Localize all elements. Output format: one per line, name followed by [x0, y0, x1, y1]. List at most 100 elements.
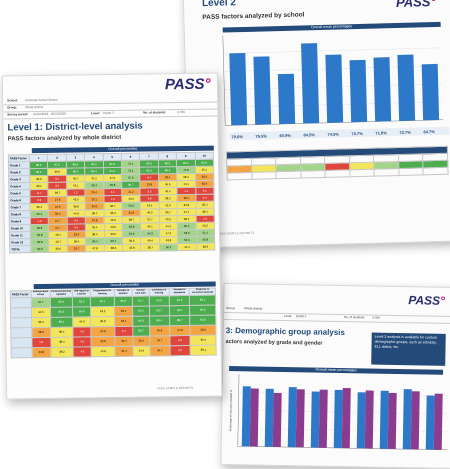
section-heading: 3: Demographic group analysis [225, 325, 345, 338]
bar [295, 389, 305, 448]
section-heading: Level 1: District-level analysis [7, 120, 143, 134]
row-label [11, 347, 33, 358]
bar [349, 59, 368, 123]
bar [287, 387, 297, 448]
table-cell: 33.4 [114, 316, 133, 327]
row-label [10, 307, 32, 318]
district-percentile-table: PASS Factor 1 2 3 4 5 6 7 8 9 10 Grade 1 85.2 87.6 8… [8, 152, 215, 254]
factor-percentile-table: PASS Factor Feelings about school Perceive… [10, 288, 217, 359]
table-row: TOTAL 50.2 35.6 29.7 47.8 38.2 42.8 38.7 56.4 44.… [9, 243, 215, 253]
bar [249, 388, 259, 447]
table-cell: 29.7 [67, 244, 86, 253]
bar [301, 43, 320, 124]
table-cell: 3.4 [114, 326, 133, 337]
bar [325, 54, 344, 123]
table-cell: 39.9 [31, 317, 51, 328]
table-cell: 84.1 [90, 296, 115, 307]
table-cell: 89.7 [132, 325, 150, 337]
table-cell: 8.4 [169, 345, 191, 356]
demographic-report-page: PASS° Group: Whole district Level: PASS-… [220, 282, 450, 469]
table-cell: 56.4 [159, 243, 178, 251]
table-cell: 38.4 [50, 337, 74, 348]
table-cell: 44.4 [177, 243, 197, 251]
table-cell: 38.6 [196, 243, 215, 251]
table-cell: 38.4 [50, 327, 74, 338]
pass-logo: PASS° [164, 75, 211, 94]
page-footer: PASS SAMPLE REPORTS [157, 385, 194, 391]
section-subheading: PASS factors analyzed by whole district [7, 134, 122, 143]
pass-logo: PASS° [395, 0, 436, 10]
table-cell: 29.8 [32, 347, 51, 358]
page-footer: PASS SAMPLE REPORTS [217, 230, 255, 236]
bar [402, 389, 412, 450]
bar [373, 57, 392, 122]
table-cell: 33.4 [132, 335, 150, 347]
table-cell: 98.4 [169, 305, 191, 316]
bar [387, 392, 397, 449]
page-title: Level 2 [201, 0, 237, 10]
table-cell: 23.8 [91, 336, 115, 347]
table-cell: 50.2 [30, 245, 50, 253]
pass-logo: PASS° [408, 293, 446, 308]
table-cell: 1.8 [31, 337, 51, 348]
table-cell: 64.7 [31, 297, 51, 308]
table-cell: 44.8 [91, 346, 115, 357]
table-cell: 83.9 [72, 296, 91, 308]
bar [229, 52, 248, 126]
bar [425, 395, 435, 450]
table-cell: 28.6 [31, 327, 51, 338]
table-cell: 36.4 [190, 335, 217, 346]
table-cell: 89.7 [149, 305, 170, 316]
table-cell: 38.7 [140, 243, 160, 252]
table-cell: 94.9 [132, 305, 150, 317]
table-cell: 35.6 [49, 245, 68, 253]
table-cell: 4.6 [73, 346, 92, 358]
table-cell: 24.8 [91, 326, 115, 337]
info-block: School: Clarkside School District Group:… [3, 95, 218, 120]
table-cell: 4.5 [72, 326, 92, 338]
table-cell: 38.2 [50, 347, 74, 358]
bar [341, 388, 351, 449]
table-cell: 33.4 [114, 306, 133, 317]
bar [364, 390, 374, 449]
bar [410, 391, 420, 450]
bar [310, 391, 320, 448]
bar [264, 388, 274, 447]
table-cell: 85.8 [114, 296, 133, 307]
table-cell: 34.8 [149, 325, 170, 336]
bar [277, 73, 296, 125]
table-row: 29.8 38.2 4.6 44.8 34.4 44.6 34.7 8.4 38.1 [11, 345, 217, 358]
row-label [10, 317, 32, 328]
table-cell: 44.5 [31, 307, 51, 318]
callout-box: Level 3 analysis is available for custom… [371, 332, 446, 366]
bar [397, 54, 416, 121]
table-cell: 89.4 [149, 315, 170, 326]
table-cell: 38.1 [190, 345, 217, 356]
row-label [10, 327, 32, 338]
table-cell: 38.2 [104, 244, 123, 252]
bar [421, 63, 440, 121]
table-cell: 84.6 [189, 305, 216, 316]
bar [379, 390, 389, 449]
demographic-bar-chart [237, 374, 449, 451]
table-cell: 34.7 [149, 345, 171, 356]
table-cell: 24.8 [169, 325, 191, 336]
page-subtitle: PASS factors analyzed by school [202, 11, 305, 22]
table-cell: 89.9 [50, 307, 73, 318]
bar [241, 386, 251, 447]
section-subheading: actors analyzed by grade and gender [225, 338, 323, 347]
table-cell: 90.8 [190, 315, 216, 326]
bar [272, 392, 282, 447]
table-cell: 85.1 [189, 295, 216, 306]
bar [433, 393, 443, 450]
bar [253, 56, 272, 125]
table-cell: 94.9 [148, 295, 170, 306]
table-cell: 4.5 [73, 336, 92, 348]
row-label [10, 297, 32, 308]
bar [318, 389, 328, 448]
row-label: TOTAL [9, 245, 31, 253]
bar [356, 392, 366, 449]
table-cell: 47.8 [85, 244, 105, 252]
table-cell: 43.2 [90, 306, 115, 317]
table-cell: 89.4 [50, 317, 73, 328]
